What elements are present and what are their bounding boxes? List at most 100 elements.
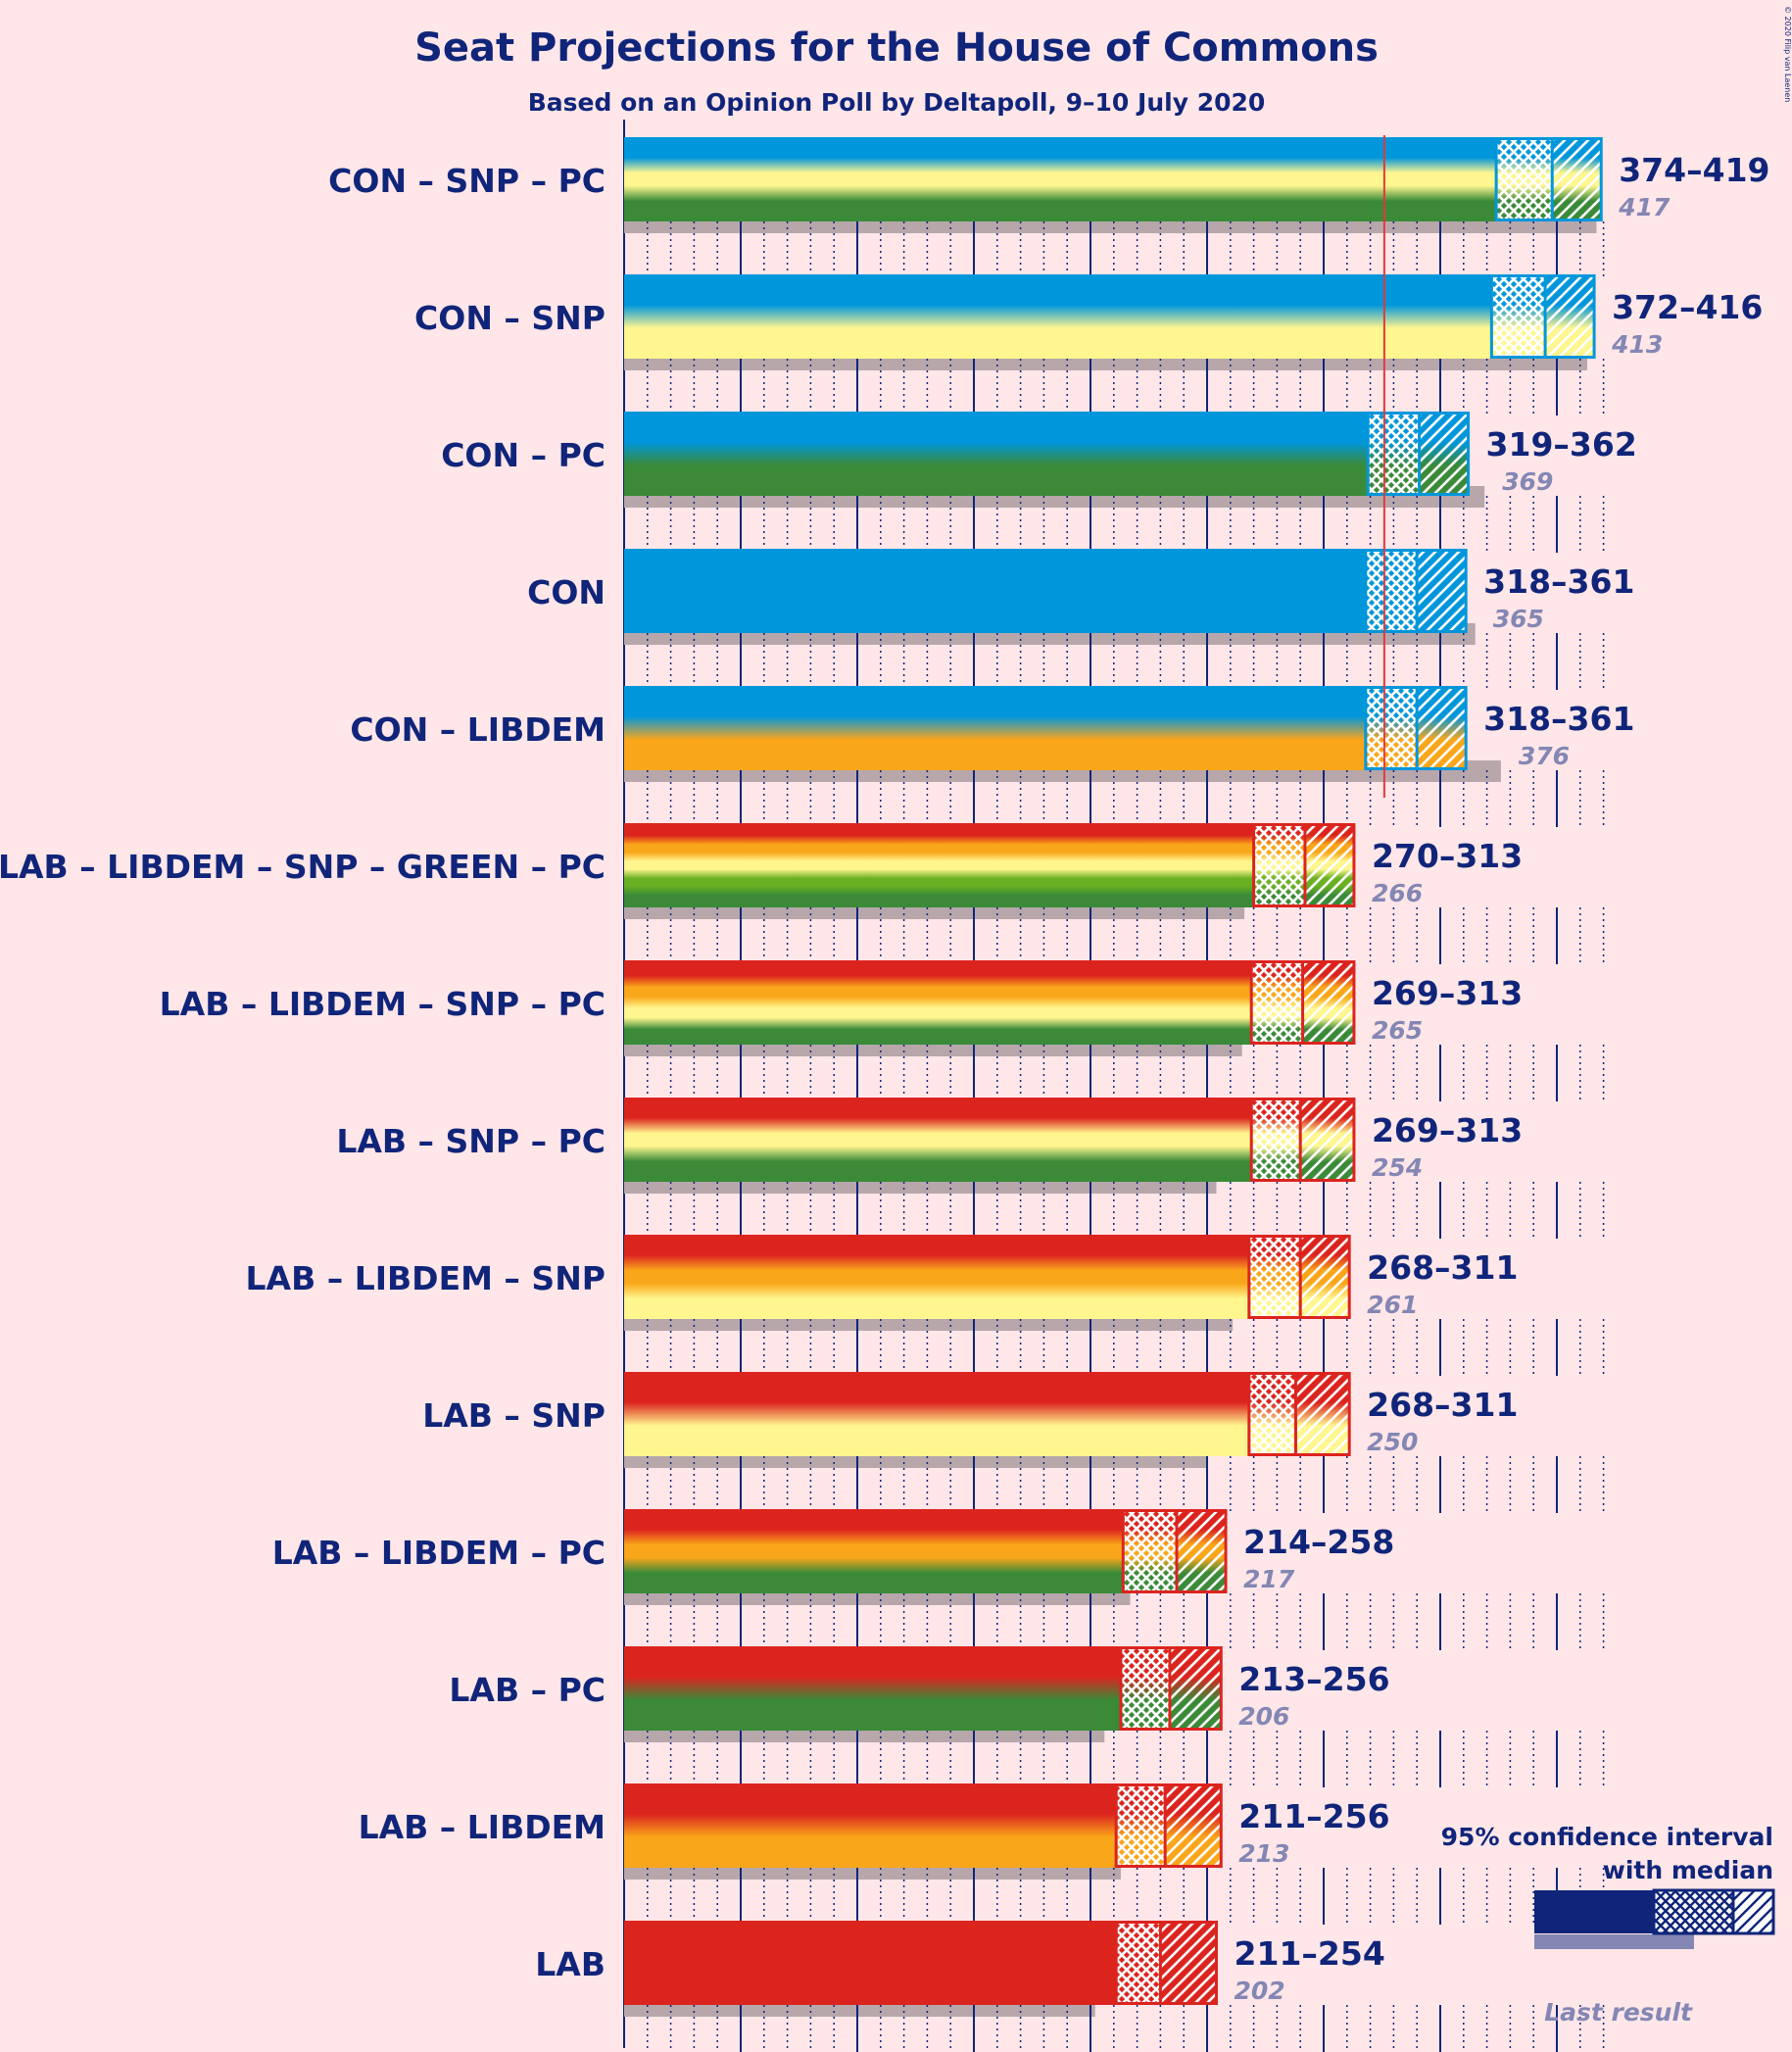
ci-lower-hatch [1116, 1921, 1161, 2005]
projection-bar [624, 137, 1497, 221]
range-label: 318–361 [1483, 700, 1634, 738]
last-result-label: 261 [1367, 1291, 1418, 1319]
ci-upper-hatch [1302, 960, 1354, 1045]
legend-ci-cross-hatch [1652, 1888, 1735, 1935]
row-label: CON – SNP [414, 299, 605, 337]
range-label: 372–416 [1612, 288, 1763, 326]
ci-lower-hatch [1251, 1098, 1301, 1182]
row-label: LAB – LIBDEM [359, 1808, 605, 1846]
ci-upper-hatch [1160, 1921, 1217, 2005]
coalition-row: CON – SNP – PC 374–419 417 [328, 137, 1770, 278]
coalition-row: CON 318–361 365 [527, 549, 1634, 690]
chart-subtitle: Based on an Opinion Poll by Deltapoll, 9… [528, 88, 1266, 117]
ci-upper-hatch [1552, 137, 1602, 221]
ci-lower-hatch [1120, 1646, 1170, 1731]
ci-lower-hatch [1365, 686, 1418, 770]
copyright-text: © 2020 Filip van Laenen [1783, 6, 1792, 102]
coalition-row: LAB – SNP 268–311 250 [422, 1372, 1605, 1513]
projection-bar [624, 412, 1369, 496]
ci-lower-hatch [1365, 549, 1418, 633]
legend-title-line2: with median [1603, 1856, 1773, 1884]
row-label: LAB – LIBDEM – SNP – PC [160, 985, 605, 1023]
legend-ci-solid [1534, 1890, 1654, 1933]
row-label: CON [527, 573, 605, 611]
last-result-label: 265 [1372, 1016, 1423, 1045]
range-label: 374–419 [1619, 151, 1769, 189]
row-label: LAB – LIBDEM – SNP – GREEN – PC [0, 848, 605, 886]
last-result-label: 254 [1372, 1153, 1423, 1182]
projection-bar [624, 274, 1492, 359]
range-label: 211–254 [1235, 1934, 1385, 1973]
last-result-label: 417 [1618, 193, 1671, 221]
projection-bar [624, 686, 1366, 770]
last-result-label: 206 [1238, 1702, 1289, 1731]
ci-lower-hatch [1253, 823, 1305, 907]
legend-title-line1: 95% confidence interval [1441, 1823, 1773, 1851]
last-result-label: 365 [1493, 605, 1544, 633]
coalition-row: LAB – LIBDEM – SNP – GREEN – PC 270–313 26… [0, 823, 1605, 964]
ci-upper-hatch [1169, 1646, 1222, 1731]
ci-upper-hatch [1165, 1783, 1222, 1868]
coalition-row: LAB – PC 213–256 206 [449, 1646, 1605, 1787]
ci-upper-hatch [1300, 1235, 1350, 1319]
last-result-label: 202 [1235, 1977, 1285, 2005]
last-result-label: 250 [1367, 1428, 1418, 1456]
coalition-row: LAB – LIBDEM – SNP 268–311 261 [246, 1235, 1605, 1376]
last-result-label: 376 [1519, 742, 1570, 770]
ci-upper-hatch [1177, 1509, 1227, 1593]
projection-bar [624, 960, 1252, 1045]
ci-lower-hatch [1248, 1372, 1296, 1456]
coalition-row: LAB – LIBDEM 211–256 213 [359, 1783, 1605, 1925]
last-result-label: 213 [1238, 1839, 1289, 1868]
range-label: 270–313 [1372, 837, 1523, 875]
row-label: LAB [535, 1945, 605, 1983]
last-result-label: 266 [1372, 879, 1423, 907]
ci-outline [1114, 1783, 1223, 1868]
ci-upper-hatch [1419, 412, 1469, 496]
range-label: 213–256 [1238, 1660, 1389, 1698]
coalition-row: CON – PC 319–362 369 [441, 412, 1637, 553]
coalition-row: CON – LIBDEM 318–361 376 [350, 686, 1634, 827]
range-label: 319–362 [1486, 425, 1637, 464]
coalition-row: CON – SNP 372–416 413 [414, 274, 1763, 415]
row-label: LAB – LIBDEM – SNP [246, 1259, 605, 1297]
projection-bar [624, 549, 1366, 633]
ci-upper-hatch [1304, 823, 1354, 907]
ci-lower-hatch [1496, 137, 1553, 221]
range-label: 269–313 [1372, 974, 1523, 1012]
ci-outline [1121, 1509, 1228, 1593]
range-label: 268–311 [1367, 1386, 1518, 1424]
ci-outline [1494, 137, 1603, 221]
last-result-label: 369 [1502, 467, 1553, 496]
range-label: 211–256 [1238, 1797, 1389, 1835]
row-label: LAB – PC [449, 1671, 605, 1709]
projection-bar [624, 1098, 1252, 1182]
projection-bar [624, 823, 1254, 907]
row-label: LAB – SNP [422, 1396, 605, 1435]
coalition-row: LAB 211–254 202 [535, 1921, 1605, 2052]
ci-upper-hatch [1417, 549, 1467, 633]
ci-lower-hatch [1248, 1235, 1301, 1319]
projection-bar [624, 1372, 1249, 1456]
ci-upper-hatch [1417, 686, 1467, 770]
ci-outline [1489, 274, 1596, 359]
ci-upper-hatch [1545, 274, 1595, 359]
legend: 95% confidence interval with median Last… [1441, 1823, 1775, 2027]
range-label: 318–361 [1483, 562, 1634, 601]
range-label: 214–258 [1243, 1523, 1394, 1561]
coalition-row: LAB – LIBDEM – PC 214–258 217 [272, 1509, 1605, 1650]
projection-bar [624, 1646, 1121, 1731]
projection-bar [624, 1235, 1249, 1319]
row-label: CON – SNP – PC [328, 162, 605, 200]
ci-lower-hatch [1368, 412, 1420, 496]
ci-outline [1249, 1098, 1356, 1182]
last-result-label: 413 [1611, 330, 1663, 359]
chart-title: Seat Projections for the House of Common… [414, 25, 1379, 71]
range-label: 268–311 [1367, 1248, 1518, 1287]
ci-outline [1247, 1372, 1351, 1456]
ci-lower-hatch [1123, 1509, 1178, 1593]
coalition-rows: CON – SNP – PC 374–419 417 CON – SNP 372–416… [0, 137, 1770, 2052]
legend-ci-diagonal-hatch [1731, 1888, 1775, 1935]
ci-upper-hatch [1295, 1372, 1350, 1456]
